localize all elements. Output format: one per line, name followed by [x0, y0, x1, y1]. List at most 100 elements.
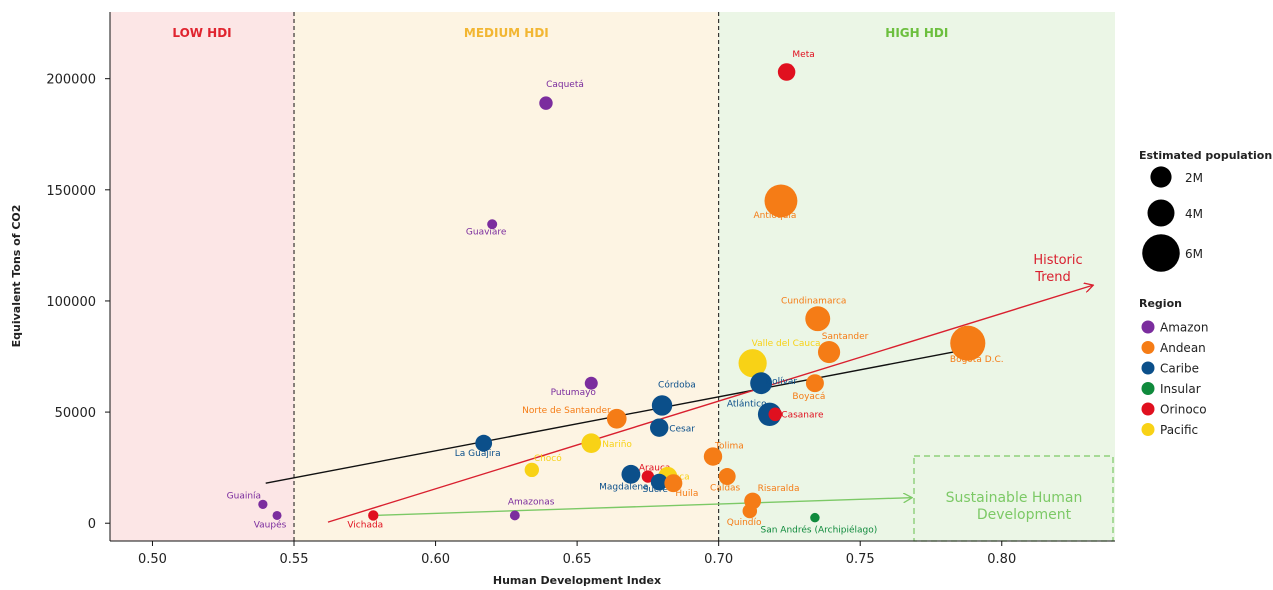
point-label-32: San Andrés (Archipiélago) [761, 525, 878, 536]
point-7 [738, 349, 767, 378]
zone-0 [110, 12, 295, 541]
region-legend-dot-1 [1141, 341, 1155, 354]
point-4 [805, 306, 831, 332]
line-2 [373, 498, 911, 517]
point-24 [650, 473, 668, 491]
region-legend-dot-4 [1141, 402, 1155, 416]
point-label-4: Cundinamarca [781, 297, 846, 307]
point-23 [621, 464, 641, 484]
x-tick-label-1: 0.55 [280, 552, 309, 567]
point-15 [650, 418, 669, 437]
point-29 [272, 510, 282, 520]
size-legend-circle-1 [1147, 199, 1175, 227]
size-legend-title: Estimated population [1139, 149, 1272, 162]
region-legend-label-3: Insular [1160, 382, 1201, 396]
y-tick-label-2: 100000 [46, 295, 96, 310]
point-label-29: Vaupés [254, 519, 287, 530]
sustainable-label-1: Sustainable Human [946, 490, 1083, 506]
point-3 [487, 219, 498, 230]
point-label-9: Boyacá [792, 392, 825, 402]
region-legend-dot-5 [1141, 423, 1155, 436]
zone-label-1: MEDIUM HDI [464, 26, 549, 40]
point-label-23: Magdalena [599, 482, 648, 492]
point-16 [475, 434, 493, 452]
region-legend-label-2: Caribe [1160, 362, 1199, 376]
zone-1 [294, 12, 719, 541]
size-legend-circle-2 [1142, 234, 1180, 272]
point-32 [810, 512, 820, 523]
point-label-12: Atlántico [727, 399, 767, 409]
point-28 [258, 499, 268, 509]
x-tick-label-2: 0.60 [421, 552, 450, 567]
point-label-25: Huila [675, 489, 698, 499]
point-1 [539, 96, 553, 110]
point-5 [950, 325, 986, 361]
y-axis-title: Equivalent Tons of CO2 [10, 205, 23, 348]
point-label-2: Antioquia [754, 211, 797, 221]
point-label-8: Bolívar [766, 377, 798, 387]
point-6 [817, 340, 841, 364]
point-27 [742, 503, 758, 519]
region-legend-title: Region [1139, 297, 1182, 310]
region-legend-label-4: Orinoco [1160, 403, 1207, 417]
point-label-0: Meta [792, 50, 814, 60]
sustainable-label-2: Development [977, 507, 1072, 523]
point-label-28: Guainía [227, 491, 261, 501]
point-22 [718, 468, 736, 486]
y-tick-label-1: 50000 [55, 406, 96, 421]
y-tick-label-4: 200000 [46, 73, 96, 88]
point-8 [750, 372, 773, 395]
point-label-16: La Guajira [455, 449, 501, 459]
region-legend-dot-2 [1141, 361, 1155, 375]
point-11 [651, 395, 673, 416]
point-label-3: Guaviare [466, 227, 507, 237]
zone-label-0: LOW HDI [172, 26, 231, 40]
point-13 [768, 407, 783, 422]
point-label-22: Caldas [710, 484, 741, 494]
axes: 0.50 0.55 0.60 0.65 0.70 0.75 0.80 0 50000 100000… [46, 12, 1115, 567]
size-legend-label-2: 6M [1185, 247, 1203, 261]
point-20 [641, 470, 655, 483]
point-label-26: Risaralda [758, 484, 800, 494]
y-tick-label-3: 150000 [46, 184, 96, 199]
x-tick-label-4: 0.70 [704, 552, 733, 567]
point-2 [764, 184, 798, 218]
point-17 [581, 433, 602, 454]
region-legend-label-1: Andean [1160, 341, 1206, 355]
size-legend-label-1: 4M [1185, 207, 1203, 221]
point-label-18: Tolima [714, 442, 744, 452]
point-14 [606, 408, 627, 429]
x-tick-label-0: 0.50 [138, 552, 167, 567]
point-9 [805, 374, 824, 393]
region-legend-dot-3 [1141, 382, 1155, 395]
zone-2 [718, 12, 1115, 541]
point-label-31: Amazonas [508, 497, 555, 507]
x-axis-title: Human Development Index [493, 574, 661, 587]
size-legend-circle-0 [1150, 166, 1172, 188]
data-points: Meta Caquetá Antioquia Guaviare Cundinamarca… [227, 50, 1004, 536]
y-tick-label-0: 0 [88, 517, 96, 532]
point-label-14: Norte de Santander [522, 406, 611, 416]
point-label-7: Valle del Cauca [752, 339, 821, 349]
x-tick-label-6: 0.80 [987, 552, 1016, 567]
zone-label-2: HIGH HDI [885, 26, 948, 40]
point-label-24: Sucre [643, 485, 669, 495]
x-tick-label-3: 0.65 [563, 552, 592, 567]
region-legend-dot-0 [1141, 320, 1155, 334]
point-label-15: Cesar [669, 425, 695, 435]
point-label-27: Quindío [727, 518, 762, 528]
hdi-zones: LOW HDI MEDIUM HDI HIGH HDI [110, 12, 1115, 542]
point-label-17: Nariño [602, 440, 632, 450]
point-label-13: Casanare [781, 410, 824, 420]
point-30 [368, 510, 379, 521]
point-label-30: Vichada [347, 520, 383, 530]
size-legend-label-0: 2M [1185, 171, 1203, 185]
point-label-19: Chocó [534, 453, 562, 464]
point-10 [584, 376, 598, 390]
point-18 [703, 447, 723, 466]
region-legend-label-5: Pacific [1160, 423, 1198, 437]
point-31 [509, 510, 520, 521]
historic-trend-label-2: Trend [1034, 270, 1071, 285]
point-label-5: Bogotá D.C. [950, 355, 1004, 365]
